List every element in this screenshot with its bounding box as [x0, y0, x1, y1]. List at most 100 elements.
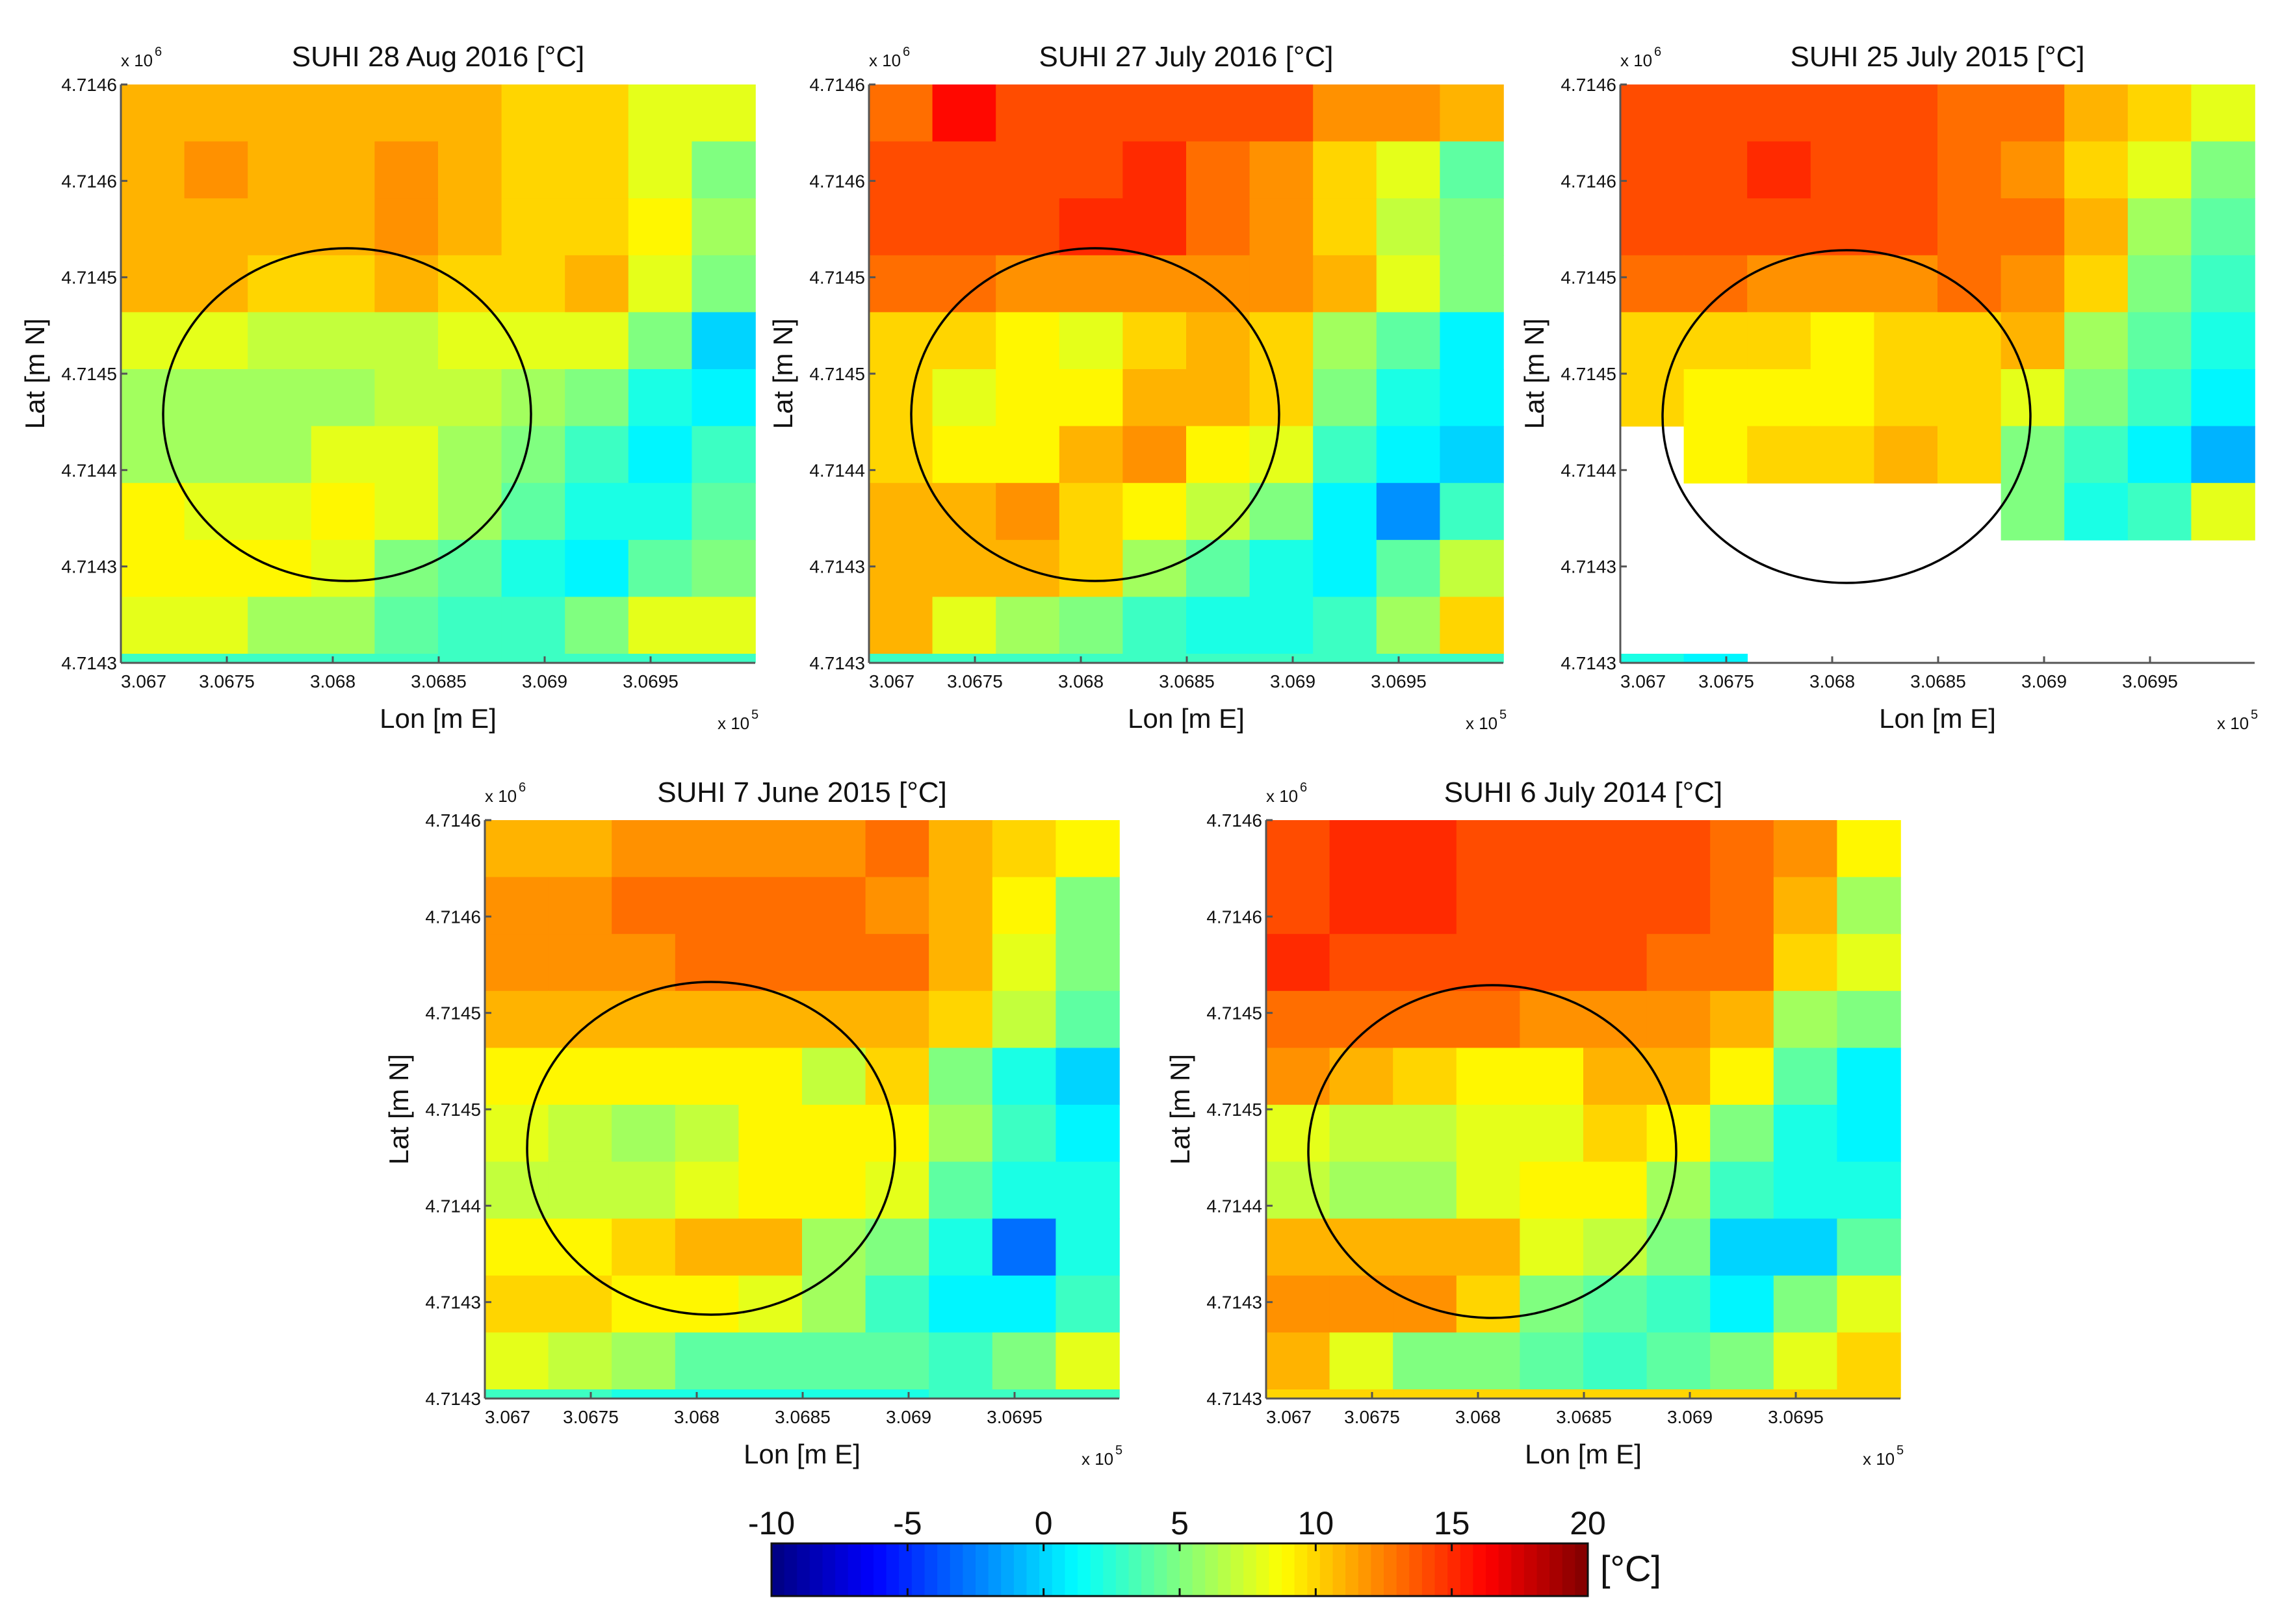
- heatmap-cell: [311, 141, 376, 199]
- heatmap-cell: [2001, 483, 2065, 541]
- heatmap-cell: [675, 877, 740, 934]
- x-axis-label: Lon [m E]: [744, 1439, 861, 1469]
- heatmap-cell: [1456, 1275, 1521, 1334]
- heatmap-cell: [1186, 539, 1250, 598]
- heatmap-cell: [184, 141, 248, 199]
- heatmap-cell: [374, 198, 439, 256]
- heatmap-edge-cell: [184, 654, 248, 663]
- heatmap-cell: [1393, 1218, 1457, 1276]
- y-tick-label: 4.7146: [1561, 75, 1616, 95]
- heatmap-edge-cell: [1773, 1389, 1838, 1398]
- heatmap-cell: [1329, 877, 1393, 934]
- y-tick-label: 4.7143: [809, 557, 865, 577]
- heatmap-cell: [1329, 1048, 1393, 1105]
- heatmap-cell: [929, 1332, 993, 1390]
- heatmap-cell: [501, 255, 565, 313]
- heatmap-cell: [1773, 934, 1838, 992]
- heatmap-cell: [311, 255, 376, 313]
- heatmap-cell: [738, 1218, 803, 1276]
- heatmap-cell: [2191, 426, 2255, 483]
- heatmap-cell: [565, 597, 629, 654]
- heatmap-cell: [1520, 820, 1584, 878]
- heatmap-cell: [374, 312, 439, 370]
- y-tick-label: 4.7146: [425, 907, 481, 927]
- heatmap-cell: [565, 141, 629, 199]
- heatmap-edge-cell: [628, 654, 693, 663]
- heatmap-cell: [1266, 1105, 1330, 1163]
- heatmap-cell: [738, 1161, 803, 1219]
- heatmap-edge-cell: [1313, 654, 1377, 663]
- heatmap-cell: [2064, 483, 2129, 541]
- heatmap-cell: [1393, 1161, 1457, 1219]
- heatmap-edge-cell: [438, 654, 502, 663]
- heatmap-cell: [996, 84, 1060, 142]
- heatmap-cell: [1059, 369, 1124, 427]
- heatmap-cell: [612, 1161, 676, 1219]
- heatmap-cell: [929, 877, 993, 934]
- heatmap-cell: [1266, 934, 1330, 992]
- y-axis-label: Lat [m N]: [383, 1054, 414, 1165]
- x-tick-label: 3.068: [1058, 671, 1104, 691]
- y-tick-label: 4.7146: [809, 171, 865, 191]
- heatmap-cell: [1122, 141, 1187, 199]
- heatmap-cell: [1874, 426, 1938, 483]
- heatmap-cell: [1937, 255, 2002, 313]
- heatmap-cell: [565, 312, 629, 370]
- heatmap-cell: [929, 1048, 993, 1105]
- heatmap-cell: [869, 483, 933, 541]
- heatmap-cell: [996, 483, 1060, 541]
- x-tick-label: 3.0675: [1698, 671, 1754, 691]
- study-area-outline: [526, 981, 896, 1316]
- y-axis-label: Lat [m N]: [768, 318, 798, 429]
- colorbar-step: [835, 1543, 849, 1596]
- heatmap-cell: [1056, 1105, 1120, 1163]
- y-tick-label: 4.7145: [61, 268, 117, 288]
- heatmap-cell: [548, 820, 612, 878]
- heatmap-cell: [992, 1048, 1057, 1105]
- heatmap-panel: 3.067 3.0675 3.068 3.0685 3.069 3.0695 4.7146 4…: [768, 41, 1507, 734]
- heatmap-cell: [311, 597, 376, 654]
- heatmap-cell: [2064, 141, 2129, 199]
- colorbar-step: [1486, 1543, 1499, 1596]
- heatmap-cell: [1249, 483, 1314, 541]
- heatmap-edge-cell: [1376, 654, 1441, 663]
- x-multiplier-exponent: 5: [751, 708, 758, 722]
- heatmap-cell: [1122, 483, 1187, 541]
- heatmap-cells: [485, 820, 1120, 1398]
- heatmap-cell: [1186, 312, 1250, 370]
- heatmap-cell: [485, 1105, 549, 1163]
- heatmap-cell: [1773, 1332, 1838, 1390]
- heatmap-cell: [1186, 255, 1250, 313]
- heatmap-cell: [1440, 141, 1504, 199]
- heatmap-cell: [2001, 141, 2065, 199]
- heatmap-cell: [802, 1105, 866, 1163]
- heatmap-cell: [932, 84, 996, 142]
- heatmap-edge-cell: [1056, 1389, 1120, 1398]
- heatmap-cell: [311, 312, 376, 370]
- heatmap-cell: [501, 426, 565, 483]
- y-tick-label: 4.7145: [1206, 1003, 1262, 1024]
- heatmap-cell: [1773, 1105, 1838, 1163]
- y-tick-label: 4.7143: [1206, 1293, 1262, 1313]
- heatmap-cell: [1059, 597, 1124, 654]
- heatmap-edge-cell: [1710, 1389, 1774, 1398]
- heatmap-cell: [1393, 1275, 1457, 1334]
- heatmap-cell: [869, 255, 933, 313]
- colorbar-step: [1536, 1543, 1550, 1596]
- heatmap-cell: [628, 198, 693, 256]
- heatmap-cell: [1313, 312, 1377, 370]
- heatmap-cell: [565, 198, 629, 256]
- heatmap-cell: [1837, 1275, 1901, 1334]
- x-tick-label: 3.069: [2021, 671, 2067, 691]
- heatmap-cell: [1393, 934, 1457, 992]
- heatmap-cell: [692, 312, 756, 370]
- x-tick-label: 3.0695: [1371, 671, 1427, 691]
- heatmap-cell: [1874, 141, 1938, 199]
- heatmap-cell: [1937, 426, 2002, 483]
- x-tick-label: 3.0685: [1159, 671, 1215, 691]
- colorbar-tick-label: -5: [893, 1505, 922, 1541]
- heatmap-cell: [929, 990, 993, 1049]
- heatmap-cell: [1874, 369, 1938, 427]
- heatmap-cell: [121, 539, 185, 598]
- heatmap-cell: [2127, 312, 2192, 370]
